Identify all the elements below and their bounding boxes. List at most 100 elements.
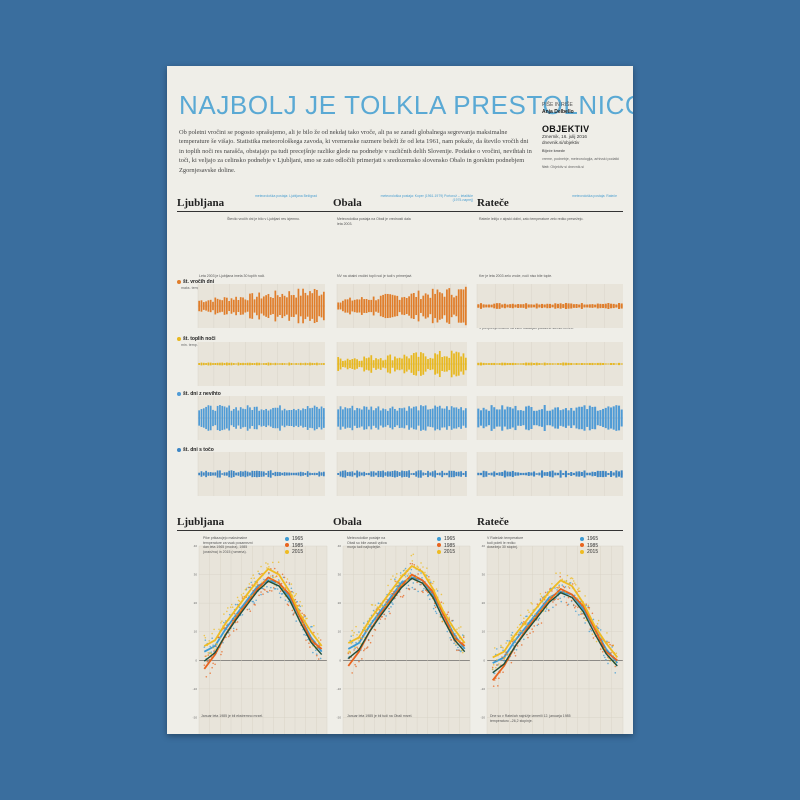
daily-point	[354, 646, 356, 648]
bar	[232, 409, 235, 427]
bar	[276, 363, 279, 365]
daily-point	[596, 622, 599, 625]
daily-point	[395, 573, 398, 575]
daily-point	[317, 637, 320, 639]
site-url[interactable]: dnevnik.si/objektiv	[542, 140, 580, 145]
bar	[602, 470, 605, 478]
bar	[525, 406, 528, 430]
daily-point	[399, 595, 402, 598]
bar	[353, 410, 356, 426]
bar	[431, 288, 434, 324]
bar	[401, 358, 403, 370]
bar	[272, 297, 274, 315]
bar	[485, 363, 488, 365]
daily-point	[357, 647, 359, 650]
daily-point	[215, 645, 217, 648]
bar	[313, 472, 316, 476]
bar	[546, 472, 549, 476]
bar	[377, 406, 380, 430]
daily-point	[610, 651, 612, 654]
bar	[457, 471, 460, 477]
bar	[288, 362, 291, 366]
bar	[530, 362, 533, 366]
bar	[410, 355, 413, 373]
bar	[405, 297, 408, 315]
daily-point	[281, 592, 284, 595]
daily-point	[428, 575, 430, 578]
daily-point	[205, 655, 208, 657]
daily-point	[408, 588, 411, 591]
bar	[551, 470, 554, 478]
bar	[214, 410, 217, 426]
daily-point	[299, 600, 301, 603]
daily-point	[378, 622, 381, 625]
bar	[424, 405, 427, 431]
daily-point	[369, 622, 372, 624]
bar	[567, 362, 570, 366]
bar	[612, 303, 615, 309]
bar	[511, 408, 514, 428]
bar	[258, 362, 261, 366]
bar	[230, 410, 233, 426]
bar	[286, 363, 288, 365]
bar	[219, 405, 221, 431]
daily-point	[358, 631, 360, 633]
bar	[302, 408, 304, 428]
daily-point	[204, 639, 207, 641]
daily-point	[436, 590, 439, 592]
bar	[302, 363, 304, 365]
bar	[410, 473, 413, 475]
bar	[511, 362, 514, 366]
bar	[610, 363, 613, 365]
bar	[274, 290, 277, 322]
daily-point	[390, 578, 392, 581]
bar	[551, 363, 554, 365]
daily-point	[511, 640, 514, 643]
bar	[604, 363, 607, 365]
bar	[219, 362, 221, 366]
daily-point	[496, 664, 498, 666]
bar	[415, 406, 418, 430]
bar	[276, 471, 279, 477]
daily-point	[257, 570, 259, 573]
daily-point	[315, 649, 317, 652]
daily-point	[293, 595, 296, 598]
bar	[443, 408, 446, 428]
daily-point	[455, 635, 457, 637]
bar	[514, 304, 517, 308]
warm-nights-dot	[177, 336, 181, 341]
daily-point	[560, 600, 563, 603]
bar	[313, 405, 316, 431]
daily-point	[233, 616, 236, 619]
daily-point	[260, 593, 262, 596]
bar	[386, 355, 389, 373]
bar	[262, 296, 265, 316]
daily-point	[614, 672, 617, 674]
bar	[232, 299, 235, 313]
bar	[339, 406, 342, 430]
bar	[408, 296, 410, 316]
bar	[403, 407, 406, 429]
bar	[429, 357, 432, 371]
bar	[522, 363, 525, 365]
bar	[272, 472, 274, 476]
daily-point	[518, 631, 521, 633]
daily-point	[212, 662, 214, 665]
daily-point	[401, 596, 404, 598]
bar	[443, 356, 446, 372]
bar	[398, 299, 401, 313]
daily-point	[278, 580, 281, 582]
daily-point	[554, 598, 556, 601]
daily-point	[585, 604, 587, 607]
tick-label: 40	[194, 544, 198, 548]
bar	[519, 363, 522, 365]
bar	[260, 298, 263, 314]
bar	[434, 470, 436, 478]
daily-point	[430, 591, 433, 594]
bar	[431, 471, 434, 477]
bar	[460, 289, 462, 323]
bar	[198, 300, 201, 312]
city-header-ljubljana-2: Ljubljana	[177, 512, 317, 530]
bar	[562, 304, 565, 308]
daily-point	[559, 575, 561, 578]
